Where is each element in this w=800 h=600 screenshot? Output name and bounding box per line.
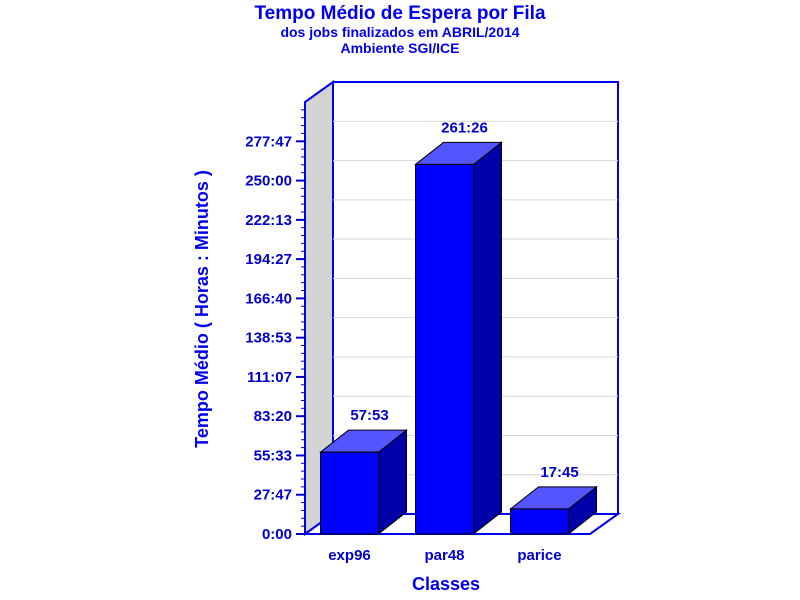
chart-title: Tempo Médio de Espera por Fila bbox=[254, 3, 545, 24]
bars bbox=[319, 141, 598, 536]
bar-front bbox=[415, 163, 474, 535]
y-tick-label: 27:47 bbox=[254, 487, 292, 504]
y-tick-label: 0:00 bbox=[262, 526, 292, 543]
y-tick-label: 194:27 bbox=[245, 251, 292, 268]
y-axis-title: Tempo Médio ( Horas : Minutos ) bbox=[192, 170, 212, 448]
y-tick-label: 55:33 bbox=[254, 447, 292, 464]
y-tick-label: 222:13 bbox=[245, 212, 292, 229]
x-tick-label: parice bbox=[517, 547, 561, 564]
data-label: 261:26 bbox=[441, 119, 488, 136]
labels: 57:53 exp96 261:26 par48 17:45 parice bbox=[328, 119, 578, 564]
y-tick-label: 138:53 bbox=[245, 330, 292, 347]
y-tick-label: 83:20 bbox=[254, 408, 292, 425]
x-axis-title: Classes bbox=[412, 574, 480, 594]
y-axis: 0:00 27:47 55:33 83:20 111:07 138:53 166:40 194… bbox=[245, 102, 590, 543]
y-tick-label: 250:00 bbox=[245, 173, 292, 190]
chart-subtitle-1: dos jobs finalizados em ABRIL/2014 bbox=[280, 24, 519, 40]
data-label: 57:53 bbox=[350, 407, 388, 424]
y-tick-label: 166:40 bbox=[245, 290, 292, 307]
bar-front bbox=[510, 508, 569, 535]
bar-parice bbox=[509, 485, 598, 536]
bar-par48 bbox=[414, 141, 503, 536]
x-tick-label: par48 bbox=[424, 547, 464, 564]
bar-exp96 bbox=[319, 429, 408, 536]
y-tick-label: 111:07 bbox=[247, 369, 292, 386]
bar-side bbox=[473, 141, 502, 536]
data-label: 17:45 bbox=[540, 464, 578, 481]
bar-front bbox=[320, 451, 379, 535]
x-tick-label: exp96 bbox=[328, 547, 371, 564]
chart-subtitle-2: Ambiente SGI/ICE bbox=[340, 40, 459, 56]
y-tick-label: 277:47 bbox=[245, 133, 292, 150]
